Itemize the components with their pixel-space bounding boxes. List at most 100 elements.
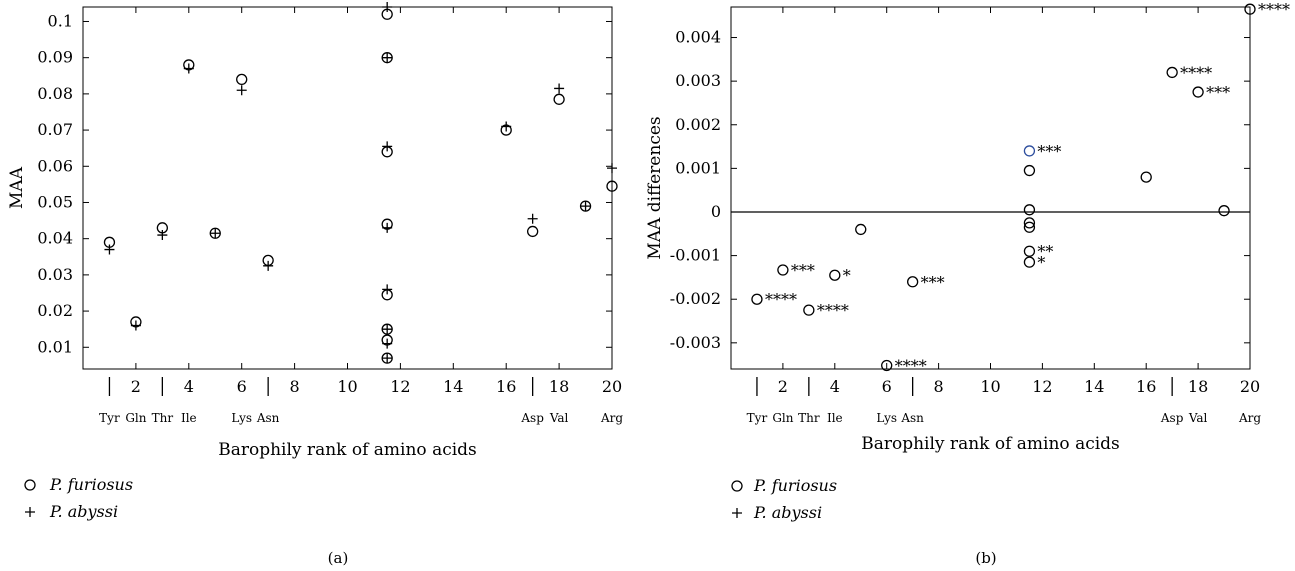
- legend-plus-marker: [732, 508, 742, 518]
- x-tick-label: 18: [549, 377, 569, 396]
- p-abyssi-point: [580, 201, 591, 212]
- significance-label: ****: [817, 301, 849, 320]
- difference-point: [855, 223, 867, 236]
- difference-point: [881, 359, 893, 372]
- difference-point: [1218, 205, 1230, 217]
- amino-acid-label: Gln: [772, 411, 793, 425]
- x-axis-label: Barophily rank of amino acids: [861, 434, 1120, 454]
- p-abyssi-point: [382, 2, 393, 12]
- amino-acid-label: Asn: [900, 411, 924, 425]
- significance-label: **: [1037, 242, 1053, 261]
- legend-label-p-furiosus: P. furiosus: [49, 475, 133, 494]
- p-abyssi-point: [130, 320, 141, 331]
- difference-point: [1140, 171, 1152, 183]
- difference-point: [1023, 221, 1036, 233]
- panel-b: -0.003 -0.002 -0.001 0 0.001 0.002 0.003 0.004 2…: [645, 0, 1290, 567]
- amino-acid-label: Lys: [231, 411, 252, 425]
- significance-label: ***: [921, 273, 945, 292]
- difference-point: [777, 264, 789, 276]
- y-tick-label: 0.1: [48, 11, 73, 30]
- y-tick-label: 0: [711, 202, 721, 221]
- amino-acid-label: Thr: [152, 411, 174, 425]
- x-tick-label: 12: [1032, 377, 1052, 396]
- p-furiosus-point: [553, 93, 565, 105]
- y-tick-label: 0.06: [37, 156, 73, 175]
- p-furiosus-point: [236, 73, 248, 86]
- y-axis-label: MAA: [7, 166, 27, 209]
- y-tick-label: 0.001: [675, 158, 721, 177]
- difference-point: [1244, 3, 1256, 15]
- amino-acid-label: Val: [549, 411, 569, 425]
- y-tick-label: -0.001: [670, 246, 721, 265]
- panel-a: 0.01 0.02 0.03 0.04 0.05 0.06 0.07 0.08 0.09 0.1 2…: [7, 2, 623, 567]
- significance-label: ***: [791, 261, 815, 280]
- amino-acid-label: Asp: [520, 411, 544, 425]
- amino-acid-label: Arg: [1238, 411, 1261, 425]
- significance-label: ***: [1206, 83, 1230, 102]
- x-axis-label: Barophily rank of amino acids: [218, 440, 477, 460]
- p-abyssi-point: [210, 228, 221, 239]
- amino-acid-label: Asn: [256, 411, 280, 425]
- panel-label: (b): [975, 549, 996, 567]
- y-tick-label: 0.03: [37, 265, 73, 284]
- significance-label: ***: [1037, 142, 1061, 161]
- x-tick-label: 6: [237, 377, 247, 396]
- p-abyssi-point: [183, 63, 194, 74]
- amino-acid-label: Ile: [827, 411, 843, 425]
- p-abyssi-point: [382, 52, 393, 63]
- y-tick-label: 0.04: [37, 229, 73, 248]
- amino-acid-label: Tyr: [747, 411, 768, 425]
- p-abyssi-point: [157, 230, 168, 241]
- x-tick-label: 14: [443, 377, 463, 396]
- x-tick-label: 18: [1188, 377, 1208, 396]
- y-tick-label: 0.08: [37, 84, 73, 103]
- x-tick-label: 10: [980, 377, 1000, 396]
- x-tick-label: 14: [1084, 377, 1104, 396]
- p-abyssi-point: [607, 163, 617, 174]
- y-tick-label: 0.07: [37, 120, 73, 139]
- x-tick-label: 6: [882, 377, 892, 396]
- legend-label-p-abyssi: P. abyssi: [753, 503, 822, 522]
- p-abyssi-point: [382, 222, 393, 233]
- p-abyssi-point: [104, 244, 115, 255]
- legend-plus-marker: [25, 507, 35, 517]
- x-tick-label: 16: [1136, 377, 1156, 396]
- p-furiosus-point: [606, 180, 618, 192]
- difference-point: [1023, 164, 1036, 177]
- significance-label: *: [1037, 253, 1045, 272]
- difference-point: [829, 269, 841, 281]
- difference-point: [751, 293, 763, 305]
- amino-acid-label: Arg: [600, 411, 623, 425]
- y-tick-label: 0.01: [37, 337, 73, 356]
- y-tick-label: 0.003: [675, 71, 721, 90]
- significance-label: ****: [1180, 63, 1212, 82]
- y-tick-label: -0.003: [670, 333, 721, 352]
- difference-point: [1023, 256, 1036, 268]
- amino-acid-label: Gln: [125, 411, 146, 425]
- x-tick-label: 20: [1240, 377, 1260, 396]
- legend-circle-marker: [24, 479, 36, 491]
- p-abyssi-point: [501, 121, 512, 132]
- x-tick-label: 12: [390, 377, 410, 396]
- amino-acid-label: Lys: [876, 411, 897, 425]
- amino-acid-label: Thr: [798, 411, 820, 425]
- significance-label: ****: [895, 357, 927, 376]
- significance-label: *: [843, 266, 851, 285]
- x-tick-label: 20: [602, 377, 622, 396]
- x-tick-label: 8: [290, 377, 300, 396]
- p-abyssi-point: [263, 260, 274, 271]
- legend-label-p-abyssi: P. abyssi: [49, 502, 118, 521]
- p-abyssi-point: [382, 338, 393, 349]
- p-abyssi-point: [382, 324, 393, 335]
- x-tick-label: 4: [830, 377, 840, 396]
- difference-point: [1023, 245, 1036, 257]
- plot-frame: [82, 6, 613, 370]
- difference-point: [1166, 66, 1178, 79]
- p-abyssi-point: [382, 284, 393, 295]
- legend-label-p-furiosus: P. furiosus: [753, 476, 837, 495]
- y-tick-label: 0.002: [675, 115, 721, 134]
- p-abyssi-point: [236, 85, 247, 96]
- p-furiosus-point: [527, 225, 539, 238]
- p-abyssi-point: [382, 141, 393, 152]
